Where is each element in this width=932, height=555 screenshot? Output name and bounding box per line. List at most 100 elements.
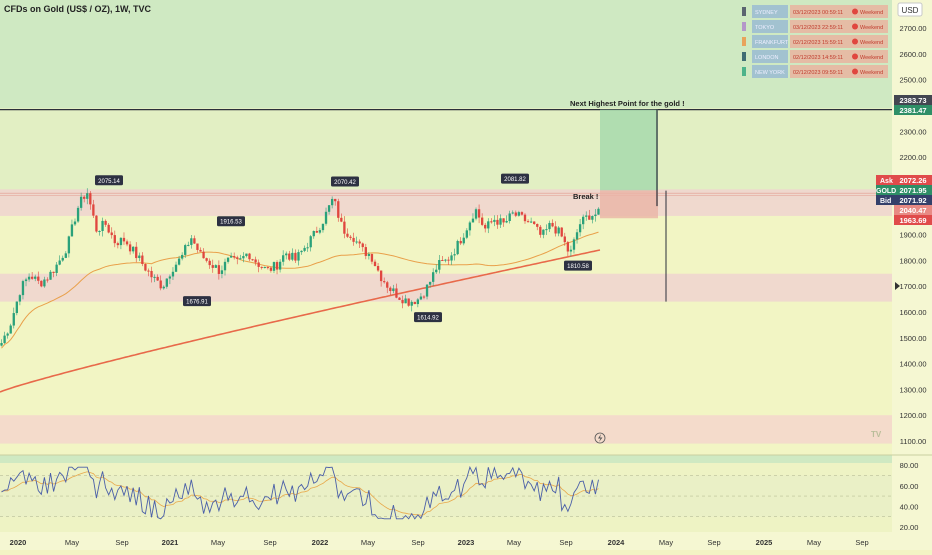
candle — [30, 276, 34, 279]
price-tick-label: 2600.00 — [899, 50, 926, 59]
candle — [21, 281, 25, 296]
candle — [401, 299, 404, 304]
target-price-tags: 2383.73 2381.47 — [894, 95, 932, 115]
candle — [511, 212, 514, 214]
candle — [61, 257, 64, 261]
session-status-icon — [852, 8, 858, 15]
candle — [248, 253, 251, 260]
swing-label-box — [331, 176, 359, 187]
candle — [435, 269, 438, 273]
candle — [330, 198, 334, 206]
candle — [465, 230, 468, 238]
candle — [367, 254, 371, 256]
price-tick-label: 1800.00 — [899, 256, 926, 265]
candle — [272, 262, 276, 271]
candle — [389, 287, 392, 292]
swing-label-value: 2081.82 — [504, 177, 526, 183]
candle — [536, 223, 539, 227]
session-status: Weekend — [860, 40, 883, 46]
price-axis[interactable]: 2700.002600.002500.002400.002300.002200.… — [899, 24, 926, 446]
candle — [278, 261, 282, 270]
rsi-tick-label: 60.00 — [900, 482, 919, 491]
gold-value: 2071.95 — [899, 186, 926, 195]
target-price-1: 2383.73 — [899, 96, 926, 105]
time-tick-label: 2022 — [312, 538, 329, 547]
price-tick-label: 1200.00 — [899, 411, 926, 420]
level-value-1: 2040.47 — [899, 206, 926, 215]
candle — [104, 220, 107, 225]
candle — [591, 216, 594, 220]
candle — [6, 333, 9, 336]
candle — [493, 219, 496, 222]
candle — [291, 252, 294, 260]
candle — [438, 259, 441, 270]
session-table: SYDNEY 03/12/2023 00:59:11 Weekend TOKYO 03/… — [742, 5, 888, 78]
candle — [141, 255, 144, 264]
lightning-glyph — [598, 434, 603, 442]
candle — [358, 241, 361, 244]
candle — [364, 247, 367, 256]
candle — [450, 255, 453, 261]
session-name-cell — [752, 5, 788, 18]
session-time-cell — [790, 50, 888, 63]
candle — [551, 222, 554, 227]
candle — [153, 276, 156, 278]
candle — [520, 212, 524, 215]
session-time-cell — [790, 5, 888, 18]
candle — [119, 237, 123, 246]
candle — [315, 231, 318, 233]
zone-0 — [0, 189, 892, 216]
candle — [425, 284, 429, 297]
break-annotation: Break ! — [573, 192, 598, 201]
candle — [236, 257, 239, 259]
candle — [263, 267, 266, 269]
rsi-grid — [0, 475, 892, 517]
session-status: Weekend — [860, 70, 883, 76]
candle — [147, 270, 150, 272]
time-tick-label: Sep — [115, 538, 128, 547]
candle — [502, 218, 505, 223]
time-tick-label: May — [211, 538, 225, 547]
candle — [539, 226, 542, 235]
candle — [101, 220, 104, 231]
time-axis[interactable]: 2020 May Sep 2021 May Sep 2022 May Sep 2023 May Sep… — [10, 538, 869, 547]
candle — [86, 193, 89, 199]
candle — [242, 256, 245, 259]
candle — [220, 270, 224, 274]
time-tick-label: 2025 — [756, 538, 773, 547]
time-tick-label: May — [65, 538, 79, 547]
candle — [554, 226, 557, 234]
zone-1 — [0, 273, 892, 302]
candle — [233, 256, 236, 258]
candle — [113, 235, 116, 244]
currency-badge[interactable] — [897, 2, 923, 17]
swing-labels: 2075.14 1676.91 1916.53 2070.42 1614.92 2081.… — [95, 173, 592, 323]
zones-layer — [0, 109, 892, 444]
bid-label: Bid — [880, 198, 891, 205]
candle — [135, 246, 138, 259]
candle — [15, 301, 18, 314]
swing-label-box — [564, 260, 592, 271]
lightning-icon[interactable] — [594, 432, 606, 444]
candle — [34, 276, 37, 279]
price-tick-label: 1400.00 — [899, 360, 926, 369]
candle — [490, 221, 493, 223]
candle — [67, 236, 71, 254]
candle — [174, 264, 178, 272]
time-tick-label: May — [659, 538, 673, 547]
rsi-axis: 80.00 60.00 40.00 20.00 — [900, 461, 919, 532]
session-status-icon — [852, 23, 858, 30]
candle — [441, 259, 444, 261]
swing-label-value: 1810.58 — [567, 264, 589, 270]
candle — [422, 296, 426, 298]
candle — [275, 262, 279, 270]
session-time: 02/12/2023 14:59:11 — [793, 55, 843, 61]
swing-label-value: 1614.92 — [417, 316, 439, 322]
candle — [150, 270, 153, 278]
scroll-arrow-icon[interactable] — [895, 282, 900, 290]
candle — [327, 205, 331, 212]
candle — [193, 238, 196, 244]
candle — [453, 254, 456, 256]
